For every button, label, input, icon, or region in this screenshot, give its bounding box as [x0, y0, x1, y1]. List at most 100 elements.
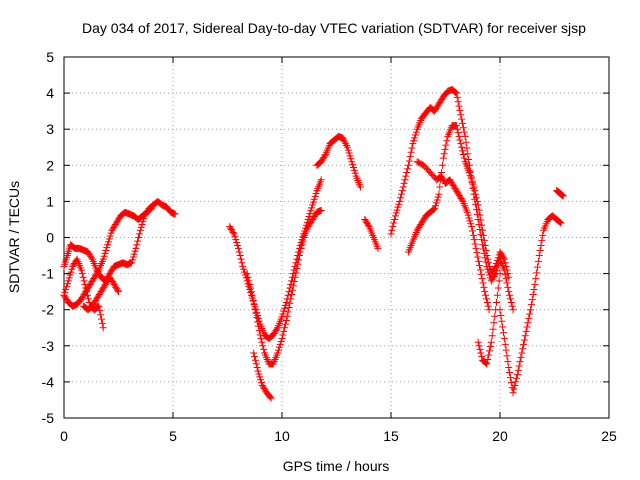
data-point — [482, 246, 490, 254]
data-point — [438, 96, 446, 104]
data-point — [536, 246, 544, 254]
data-point — [452, 186, 460, 194]
data-point — [346, 152, 354, 160]
data-point — [502, 346, 510, 354]
data-point — [78, 293, 86, 301]
data-point — [341, 138, 349, 146]
data-point — [504, 270, 512, 278]
data-point — [499, 254, 507, 262]
data-point — [454, 189, 462, 197]
data-point — [481, 241, 489, 249]
data-point — [115, 215, 123, 223]
data-point — [493, 291, 501, 299]
data-point — [88, 278, 96, 286]
data-point — [258, 382, 266, 390]
chart-title: Day 034 of 2017, Sidereal Day-to-day VTE… — [82, 20, 586, 36]
data-point — [516, 358, 524, 366]
data-point — [344, 146, 352, 154]
data-point — [397, 190, 405, 198]
data-point — [319, 155, 327, 163]
data-point — [406, 153, 414, 161]
data-point — [482, 291, 490, 299]
data-point — [281, 320, 289, 328]
data-point — [475, 257, 483, 265]
data-point — [362, 217, 370, 225]
data-point — [84, 248, 92, 256]
data-point — [364, 221, 372, 229]
data-point — [275, 346, 283, 354]
data-point — [136, 226, 144, 234]
data-point — [102, 246, 110, 254]
data-point — [517, 353, 525, 361]
data-point — [83, 288, 91, 296]
data-point — [94, 293, 102, 301]
data-point — [411, 134, 419, 142]
data-point — [256, 373, 264, 381]
data-point — [466, 171, 474, 179]
data-point — [493, 298, 501, 306]
data-point — [484, 356, 492, 364]
data-point — [495, 277, 503, 285]
data-point — [515, 362, 523, 370]
data-point — [451, 184, 459, 192]
data-point — [226, 223, 234, 231]
data-point — [287, 295, 295, 303]
data-point — [508, 302, 516, 310]
data-point — [499, 323, 507, 331]
data-point — [387, 230, 395, 238]
data-point — [350, 163, 358, 171]
data-point — [469, 227, 477, 235]
data-point — [89, 301, 97, 309]
data-point — [269, 331, 277, 339]
data-point — [279, 310, 287, 318]
data-point — [477, 216, 485, 224]
data-point — [473, 249, 481, 257]
data-point — [412, 128, 420, 136]
data-point — [537, 241, 545, 249]
data-points — [60, 85, 567, 402]
data-point — [531, 280, 539, 288]
data-point — [258, 379, 266, 387]
data-point — [67, 268, 75, 276]
data-point — [484, 302, 492, 310]
data-point — [107, 268, 115, 276]
data-point — [403, 169, 411, 177]
data-point — [248, 292, 256, 300]
data-point — [459, 147, 467, 155]
data-point — [231, 233, 239, 241]
data-point — [390, 215, 398, 223]
data-point — [111, 222, 119, 230]
data-point — [255, 327, 263, 335]
data-point — [436, 183, 444, 191]
data-point — [297, 244, 305, 252]
axis-ticks: 0 5 10 15 20 25 -5 -4 -3 -2 -1 0 1 2 3 4 5 — [42, 49, 617, 444]
data-point — [555, 218, 563, 226]
data-point — [254, 367, 262, 375]
data-point — [459, 124, 467, 132]
x-tick-label: 10 — [274, 428, 290, 444]
data-point — [93, 295, 101, 303]
data-point — [511, 382, 519, 390]
data-point — [253, 314, 261, 322]
data-point — [309, 201, 317, 209]
data-point — [291, 273, 299, 281]
data-point — [286, 299, 294, 307]
y-tick-label: 0 — [46, 230, 54, 246]
data-point — [105, 235, 113, 243]
data-point — [91, 273, 99, 281]
data-point — [496, 306, 504, 314]
data-point — [100, 283, 108, 291]
data-point — [491, 312, 499, 320]
x-tick-label: 25 — [601, 428, 617, 444]
data-point — [84, 285, 92, 293]
data-point — [435, 190, 443, 198]
data-point — [317, 206, 325, 214]
data-point — [111, 282, 119, 290]
data-point — [261, 386, 269, 394]
data-point — [129, 253, 137, 261]
data-point — [109, 279, 117, 287]
data-point — [469, 231, 477, 239]
data-point — [439, 154, 447, 162]
data-point — [135, 230, 143, 238]
data-point — [408, 144, 416, 152]
